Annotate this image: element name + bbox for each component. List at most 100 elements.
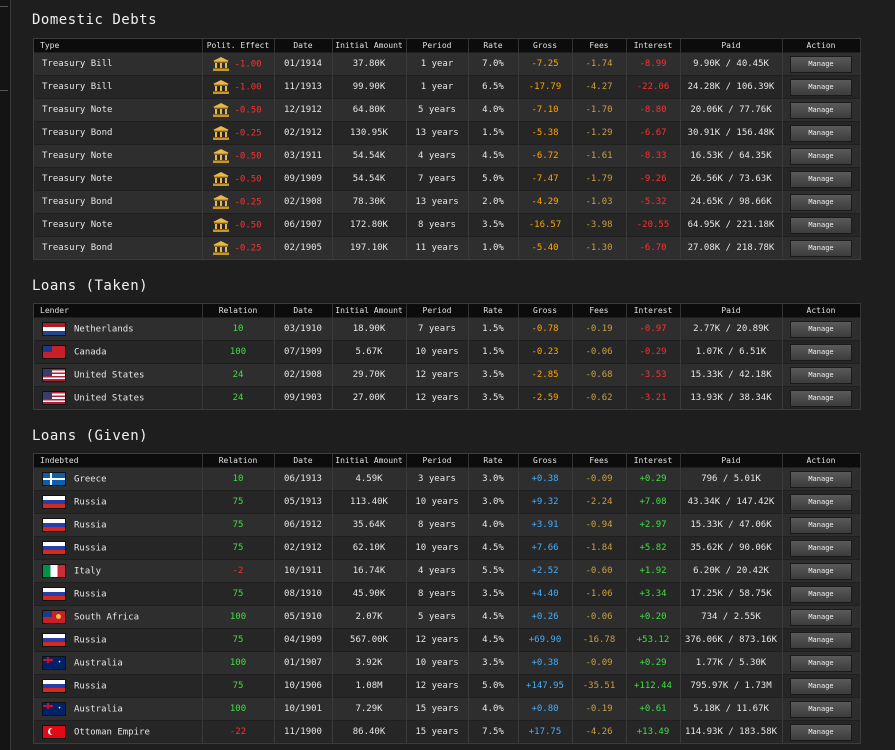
date-value: 06/1912	[274, 513, 333, 537]
manage-button[interactable]: Manage	[790, 320, 852, 338]
italy-flag-icon	[42, 564, 66, 578]
interest-value: +1.92	[626, 559, 681, 583]
fees-value: -1.61	[572, 144, 627, 168]
manage-button[interactable]: Manage	[790, 539, 852, 557]
political-effect-value: -0.50	[234, 220, 262, 231]
paid-value: 114.93K / 183.58K	[680, 720, 783, 743]
manage-button[interactable]: Manage	[790, 470, 852, 488]
action-cell: Manage	[782, 536, 861, 560]
relation-value: 10	[202, 317, 275, 341]
rate-value: 6.5%	[468, 75, 519, 99]
column-header-action: Action	[782, 304, 861, 318]
manage-button[interactable]: Manage	[790, 608, 852, 626]
relation-value: -2	[202, 559, 275, 583]
political-effect-value: -0.50	[234, 105, 262, 116]
date-value: 03/1910	[274, 317, 333, 341]
manage-button[interactable]: Manage	[790, 562, 852, 580]
date-value: 06/1913	[274, 467, 333, 491]
manage-button[interactable]: Manage	[790, 654, 852, 672]
manage-button[interactable]: Manage	[790, 239, 852, 257]
manage-button[interactable]: Manage	[790, 343, 852, 361]
political-effect-cell: -0.50	[202, 144, 275, 168]
manage-button[interactable]: Manage	[790, 147, 852, 165]
debt-type-cell: Treasury Bill	[34, 52, 203, 76]
loans-given-title: Loans (Given)	[32, 428, 149, 444]
column-header-gross: Gross	[518, 304, 573, 318]
debt-type-label: Treasury Bond	[42, 128, 113, 138]
usa-flag-icon	[42, 368, 66, 382]
initial-value: 113.40K	[332, 490, 407, 514]
manage-button[interactable]: Manage	[790, 493, 852, 511]
relation-value: 75	[202, 490, 275, 514]
manage-button[interactable]: Manage	[790, 723, 852, 741]
debt-type-label: Treasury Bill	[42, 82, 113, 92]
fees-value: -1.70	[572, 98, 627, 122]
manage-button[interactable]: Manage	[790, 216, 852, 234]
date-value: 02/1912	[274, 121, 333, 145]
political-effect-cell: -0.25	[202, 121, 275, 145]
country-cell: United States	[34, 363, 203, 387]
fees-value: -4.26	[572, 720, 627, 743]
manage-button[interactable]: Manage	[790, 193, 852, 211]
paid-value: 2.77K / 20.89K	[680, 317, 783, 341]
debt-type-label: Treasury Bond	[42, 197, 113, 207]
manage-button[interactable]: Manage	[790, 124, 852, 142]
domestic-debts-panel: Type Polit. Effect Date Initial Amount Perio…	[33, 38, 861, 260]
manage-button[interactable]: Manage	[790, 516, 852, 534]
debt-type-cell: Treasury Note	[34, 167, 203, 191]
manage-button[interactable]: Manage	[790, 78, 852, 96]
gross-value: +0.26	[518, 605, 573, 629]
country-name: Russia	[74, 681, 107, 692]
paid-value: 1.77K / 5.30K	[680, 651, 783, 675]
initial-value: 567.00K	[332, 628, 407, 652]
manage-button[interactable]: Manage	[790, 585, 852, 603]
manage-button[interactable]: Manage	[790, 366, 852, 384]
manage-button[interactable]: Manage	[790, 101, 852, 119]
period-value: 12 years	[406, 628, 469, 652]
action-cell: Manage	[782, 144, 861, 168]
date-value: 12/1912	[274, 98, 333, 122]
initial-value: 172.80K	[332, 213, 407, 237]
table-row: Russia 75 08/1910 45.90K 8 years 3.5% +4.40 -1.…	[34, 582, 861, 606]
country-name: United States	[74, 393, 145, 404]
action-cell: Manage	[782, 167, 861, 191]
bank-icon	[212, 241, 229, 255]
interest-value: -0.29	[626, 340, 681, 364]
manage-button[interactable]: Manage	[790, 700, 852, 718]
interest-value: +3.34	[626, 582, 681, 606]
country-cell: Russia	[34, 674, 203, 698]
period-value: 15 years	[406, 720, 469, 743]
loans-given-panel: Indebted Relation Date Initial Amount Period…	[33, 453, 861, 744]
manage-button[interactable]: Manage	[790, 55, 852, 73]
action-cell: Manage	[782, 628, 861, 652]
country-cell: Russia	[34, 628, 203, 652]
manage-button[interactable]: Manage	[790, 677, 852, 695]
interest-value: -8.80	[626, 98, 681, 122]
paid-value: 9.90K / 40.45K	[680, 52, 783, 76]
country-cell: Russia	[34, 582, 203, 606]
manage-button[interactable]: Manage	[790, 170, 852, 188]
period-value: 10 years	[406, 536, 469, 560]
column-header-initial-amount: Initial Amount	[332, 304, 407, 318]
paid-value: 26.56K / 73.63K	[680, 167, 783, 191]
date-value: 01/1907	[274, 651, 333, 675]
debt-type-label: Treasury Note	[42, 174, 113, 184]
political-effect-cell: -1.00	[202, 52, 275, 76]
country-cell: United States	[34, 386, 203, 409]
rate-value: 5.5%	[468, 559, 519, 583]
manage-button[interactable]: Manage	[790, 631, 852, 649]
manage-button[interactable]: Manage	[790, 389, 852, 407]
loans-given-table: Indebted Relation Date Initial Amount Period…	[34, 454, 861, 743]
relation-value: 75	[202, 582, 275, 606]
gross-value: +0.38	[518, 467, 573, 491]
column-header-indebted: Indebted	[34, 454, 203, 468]
interest-value: +53.12	[626, 628, 681, 652]
period-value: 4 years	[406, 144, 469, 168]
political-effect-value: -0.25	[234, 197, 262, 208]
rate-value: 1.0%	[468, 236, 519, 259]
gross-value: -6.72	[518, 144, 573, 168]
gross-value: +9.32	[518, 490, 573, 514]
country-name: Canada	[74, 347, 107, 358]
russia-flag-icon	[42, 587, 66, 601]
column-header-relation: Relation	[202, 454, 275, 468]
